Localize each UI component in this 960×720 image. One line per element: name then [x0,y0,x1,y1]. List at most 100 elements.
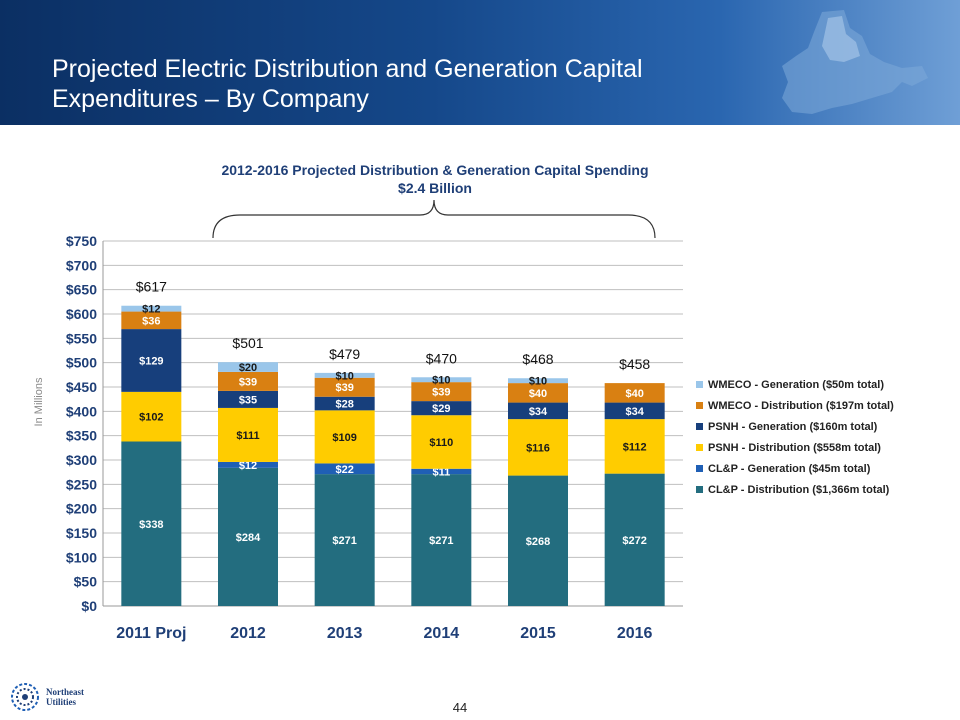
total-label: $458 [619,356,650,372]
x-tick-label: 2016 [617,625,653,642]
data-label: $10 [529,376,547,388]
legend-label: PSNH - Generation ($160m total) [708,420,878,433]
data-label: $110 [429,437,453,449]
data-label: $39 [335,382,353,394]
total-label: $617 [136,279,167,295]
y-tick-label: $200 [66,501,97,517]
bar-segment [604,402,665,420]
bar-segment [604,383,665,403]
data-label: $22 [335,464,353,476]
bar-segment [218,390,278,408]
bar-segment [218,371,278,391]
data-label: $11 [432,466,450,478]
data-label: $109 [332,432,356,444]
page-number: 44 [452,700,468,715]
logo-text-line-1: Northeast [46,687,84,697]
chart-legend: WMECO - Generation ($50m total) WMECO - D… [696,374,894,500]
data-label: $36 [142,315,160,327]
data-label: $40 [625,388,643,400]
legend-item: WMECO - Distribution ($197m total) [696,395,894,416]
bar-segment [411,401,472,416]
data-label: $271 [332,535,356,547]
bar-segment [121,311,182,330]
total-label: $479 [329,346,360,362]
y-tick-label: $50 [74,574,98,590]
data-label: $39 [432,387,450,399]
chart-subtitle: 2012-2016 Projected Distribution & Gener… [130,161,740,197]
company-logo: Northeast Utilities [10,682,84,712]
x-tick-label: 2014 [424,625,460,642]
y-tick-label: $550 [66,330,97,346]
y-tick-label: $100 [66,549,97,565]
legend-item: PSNH - Generation ($160m total) [696,416,894,437]
data-label: $272 [622,535,646,547]
legend-label: WMECO - Generation ($50m total) [708,378,885,391]
y-tick-label: $400 [66,403,97,419]
data-label: $102 [139,412,163,424]
bar-segment [218,461,278,468]
legend-swatch [696,381,703,388]
data-label: $112 [623,441,647,453]
data-label: $268 [526,536,550,548]
data-label: $12 [142,304,160,316]
bar-segment [411,415,472,469]
data-label: $10 [432,375,450,387]
bar-segment [218,407,278,462]
data-label: $111 [236,430,259,442]
bar-segment [314,396,375,411]
y-tick-label: $700 [66,257,97,273]
bar-segment [508,383,568,403]
legend-item: WMECO - Generation ($50m total) [696,374,894,395]
legend-swatch [696,465,703,472]
data-label: $29 [432,403,450,415]
new-england-map-icon [782,10,928,114]
legend-swatch [696,423,703,430]
data-label: $40 [529,388,547,400]
bar-segment [411,377,472,383]
legend-swatch [696,402,703,409]
legend-item: CL&P - Generation ($45m total) [696,458,894,479]
chart-subtitle-line-1: 2012-2016 Projected Distribution & Gener… [221,162,649,178]
page-title-line-2: Expenditures – By Company [52,85,369,113]
logo-text-line-2: Utilities [46,697,76,707]
bar-segment [314,372,375,378]
data-label: $271 [429,535,453,547]
bar-segment [508,378,568,384]
data-label: $34 [625,406,644,418]
y-tick-label: $150 [66,525,97,541]
y-tick-label: $300 [66,452,97,468]
legend-label: CL&P - Distribution ($1,366m total) [708,483,890,496]
x-tick-label: 2012 [230,625,266,642]
bar-segment [121,305,182,312]
total-label: $468 [522,351,553,367]
y-tick-label: $750 [66,233,97,249]
y-tick-label: $350 [66,428,97,444]
bar-segment [218,467,278,606]
y-tick-label: $250 [66,476,97,492]
bar-segment [604,419,665,474]
data-label: $20 [239,362,257,374]
legend-swatch [696,444,703,451]
y-tick-label: $600 [66,306,97,322]
legend-swatch [696,486,703,493]
total-label: $470 [426,350,457,366]
legend-item: PSNH - Distribution ($558m total) [696,437,894,458]
page-title: Projected Electric Distribution and Gene… [52,54,643,114]
x-tick-label: 2013 [327,625,363,642]
data-label: $28 [335,399,353,411]
legend-label: PSNH - Distribution ($558m total) [708,441,881,454]
total-label: $501 [232,335,263,351]
bar-segment [508,402,568,420]
x-tick-label: 2015 [520,625,556,642]
bar-segment [508,419,568,476]
bar-segment [411,474,472,606]
bar-segment [121,329,182,392]
y-tick-label: $500 [66,355,97,371]
bar-segment [314,474,375,606]
legend-label: CL&P - Generation ($45m total) [708,462,871,475]
data-label: $129 [139,355,163,367]
y-tick-label: $650 [66,282,97,298]
x-tick-label: 2011 Proj [116,625,186,642]
data-label: $39 [239,376,257,388]
